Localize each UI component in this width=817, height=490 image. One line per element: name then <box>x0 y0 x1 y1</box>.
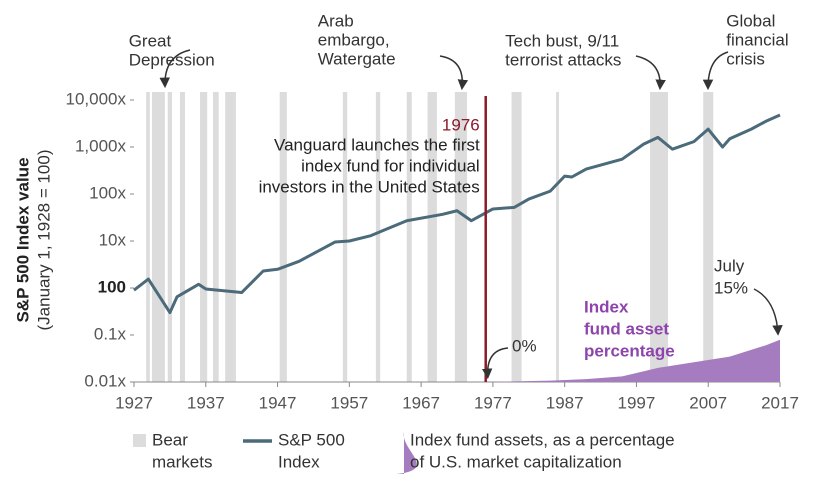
bear-market <box>556 92 559 382</box>
y-axis-subtitle: (January 1, 1928 = 100) <box>34 150 53 331</box>
bear-market <box>342 92 348 382</box>
annotation-text: Tech bust, 9/11 <box>505 31 619 50</box>
x-tick-label: 2017 <box>761 393 799 412</box>
bear-market <box>151 92 165 382</box>
value-label: 15% <box>714 278 748 297</box>
legend-label: of U.S. market capitalization <box>410 452 622 471</box>
y-tick-label: 10x <box>99 230 127 249</box>
annotation-text: Watergate <box>318 49 396 68</box>
legend-label: S&P 500 <box>278 430 345 449</box>
y-tick-label: 1,000x <box>75 136 127 155</box>
bear-market <box>375 92 381 382</box>
x-tick-label: 1937 <box>187 393 225 412</box>
x-tick-label: 2007 <box>689 393 727 412</box>
legend-swatch <box>133 434 146 447</box>
legend-swatch <box>396 432 417 474</box>
sp500-line <box>133 113 781 315</box>
x-tick-label: 1967 <box>402 393 440 412</box>
bear-market <box>167 92 173 382</box>
bear-market <box>427 92 437 382</box>
bear-market <box>454 92 468 382</box>
legend-label: Index fund assets, as a percentage <box>410 430 675 449</box>
annotation-arrow <box>159 49 191 89</box>
annotation-arrow <box>439 55 469 91</box>
y-tick-label: 0.1x <box>94 324 127 343</box>
legend-label: markets <box>152 452 212 471</box>
bear-market <box>212 92 219 382</box>
x-tick-label: 1957 <box>330 393 368 412</box>
bear-market <box>650 92 669 382</box>
y-tick-label: 0.01x <box>84 371 126 390</box>
annotation-arrow <box>481 347 509 380</box>
event-text: Vanguard launches the first <box>274 135 480 154</box>
annotation-arrow <box>635 55 666 91</box>
bear-market <box>200 92 208 382</box>
area-title: percentage <box>584 341 675 360</box>
value-label-prefix: July <box>714 256 745 275</box>
bear-market <box>279 92 287 382</box>
event-year: 1976 <box>442 115 480 134</box>
annotation-text: Arab <box>318 11 354 30</box>
y-tick-label: 100 <box>98 277 126 296</box>
bear-market <box>225 92 236 382</box>
y-axis-label: S&P 500 Index value (January 1, 1928 = 10… <box>13 150 53 331</box>
event-text: index fund for individual <box>301 156 480 175</box>
y-tick-label: 10,000x <box>66 89 127 108</box>
annotation-text: Great <box>129 31 172 50</box>
annotation-text: Global <box>726 11 775 30</box>
event-text: investors in the United States <box>259 177 480 196</box>
x-tick-label: 1947 <box>259 393 297 412</box>
area-title: fund asset <box>584 319 669 338</box>
y-axis-title: S&P 500 Index value <box>13 157 32 322</box>
annotation-text: financial <box>726 30 788 49</box>
index-fund-area <box>485 339 780 382</box>
x-tick-label: 1927 <box>115 393 153 412</box>
x-tick-label: 1987 <box>546 393 584 412</box>
bear-market <box>406 92 412 382</box>
bear-market <box>511 92 522 382</box>
annotation-text: embargo, <box>318 30 390 49</box>
bear-market <box>146 92 150 382</box>
annotation-arrow <box>702 51 729 91</box>
annotation-text: terrorist attacks <box>505 50 621 69</box>
annotation-text: crisis <box>726 49 765 68</box>
legend-label: Index <box>278 452 320 471</box>
x-tick-label: 1997 <box>618 393 656 412</box>
value-label: 0% <box>512 336 537 355</box>
y-tick-label: 100x <box>89 183 126 202</box>
annotation-arrow <box>753 288 783 336</box>
x-tick-label: 1977 <box>474 393 512 412</box>
bear-market <box>703 92 714 382</box>
area-title: Index <box>584 297 629 316</box>
bear-market <box>179 92 185 382</box>
legend-label: Bear <box>152 430 188 449</box>
